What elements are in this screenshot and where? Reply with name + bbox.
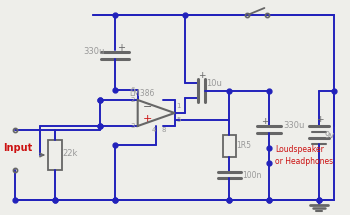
Text: 3: 3 bbox=[130, 123, 135, 129]
Text: +: + bbox=[198, 71, 206, 80]
Text: 2: 2 bbox=[130, 97, 135, 103]
Text: Loudspeaker: Loudspeaker bbox=[275, 146, 324, 155]
Text: LM386: LM386 bbox=[130, 89, 155, 98]
Text: 5: 5 bbox=[177, 117, 181, 123]
Text: 6: 6 bbox=[130, 87, 135, 93]
FancyBboxPatch shape bbox=[48, 140, 62, 170]
Text: +: + bbox=[316, 115, 324, 124]
Text: 8: 8 bbox=[162, 127, 166, 133]
Text: or Headphones: or Headphones bbox=[275, 158, 334, 166]
Text: 330u: 330u bbox=[83, 48, 104, 57]
Text: 1: 1 bbox=[177, 103, 181, 109]
FancyBboxPatch shape bbox=[223, 135, 237, 157]
Text: 10u: 10u bbox=[206, 78, 222, 88]
Text: +: + bbox=[117, 43, 125, 53]
Text: 22k: 22k bbox=[63, 149, 78, 158]
Text: 330u: 330u bbox=[284, 121, 305, 131]
Text: +: + bbox=[143, 114, 152, 124]
Text: Input: Input bbox=[3, 143, 32, 153]
Text: −: − bbox=[143, 102, 152, 112]
Text: 9v: 9v bbox=[324, 131, 335, 140]
Text: 100n: 100n bbox=[243, 170, 262, 180]
Text: 4: 4 bbox=[152, 127, 156, 133]
Text: +: + bbox=[261, 118, 269, 126]
Text: 1R5: 1R5 bbox=[237, 140, 252, 149]
